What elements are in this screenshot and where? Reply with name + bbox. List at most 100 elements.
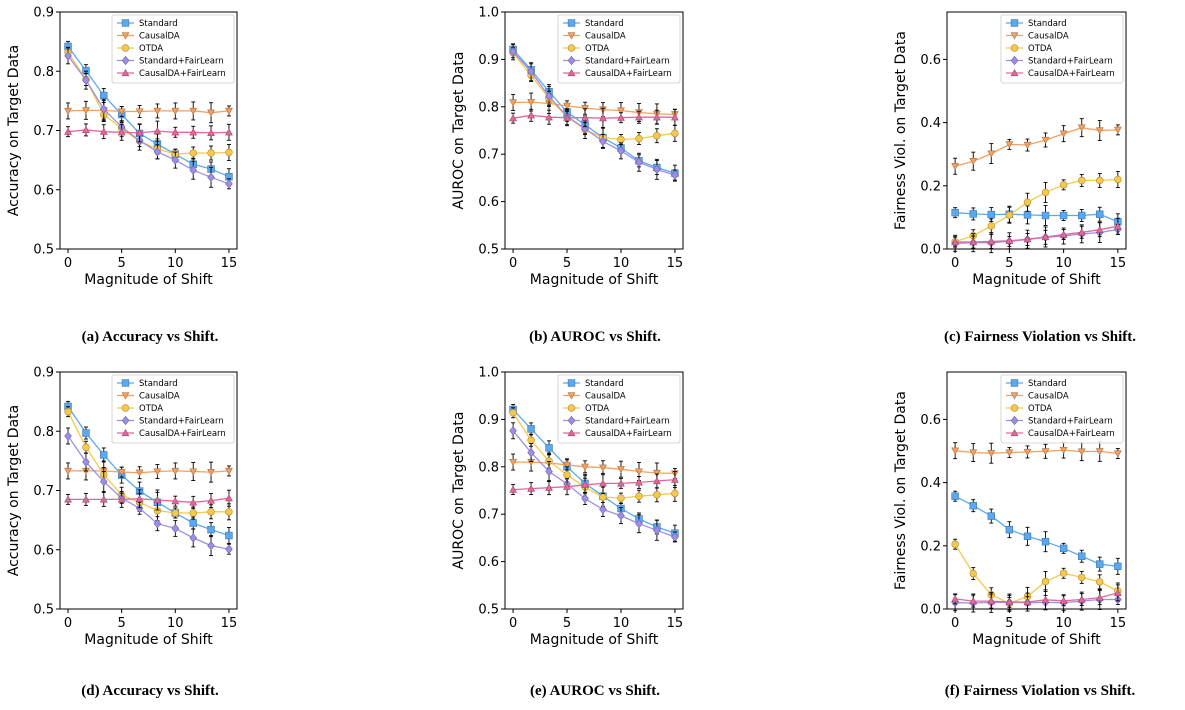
data-point	[189, 128, 198, 136]
legend-item-standard: Standard	[117, 19, 178, 29]
data-point	[635, 468, 643, 476]
data-point	[527, 67, 535, 77]
legend-item-causalda: CausalDA	[117, 32, 180, 42]
data-point	[99, 104, 108, 114]
y-tick-label: 0.9	[478, 413, 499, 428]
y-tick-label: 0.9	[33, 366, 54, 381]
legend-item-standard: Standard	[563, 379, 624, 389]
legend-marker	[567, 55, 576, 66]
legend-label: CausalDA+FairLearn	[139, 69, 226, 79]
y-tick-label: 0.6	[478, 555, 499, 570]
data-point	[135, 469, 144, 477]
data-point	[207, 149, 215, 157]
series-line	[67, 51, 230, 155]
legend-marker	[1010, 392, 1019, 400]
data-point	[1041, 577, 1050, 586]
data-point	[1005, 449, 1014, 457]
legend-marker	[567, 19, 576, 27]
legend-marker	[121, 428, 130, 437]
data-point	[1041, 188, 1050, 197]
data-point	[189, 533, 198, 543]
legend-item-causalda-fairlearn: CausalDA+FairLearn	[563, 428, 672, 439]
data-point	[969, 569, 977, 578]
legend-item-standard-fairlearn: Standard+FairLearn	[563, 415, 670, 427]
y-tick-label: 0.0	[920, 243, 941, 258]
x-tick-label: 10	[1055, 616, 1072, 631]
data-point	[951, 163, 960, 171]
data-point	[1023, 198, 1032, 206]
x-axis-label: Magnitude of Shift	[84, 272, 213, 288]
y-tick-label: 0.8	[478, 100, 499, 115]
data-point	[527, 111, 536, 119]
series-line	[513, 101, 675, 116]
panel-caption: (f) Fairness Violation vs Shift.	[945, 683, 1136, 699]
y-tick-label: 0.7	[478, 508, 499, 523]
data-point	[1077, 448, 1086, 456]
legend-label: OTDA	[139, 404, 163, 414]
y-tick-label: 0.8	[33, 65, 54, 80]
legend: Standard CausalDA OTDA Standard+FairLearn Ca…	[1000, 374, 1124, 444]
data-point	[527, 425, 535, 433]
data-point	[189, 519, 197, 527]
legend-label: OTDA	[139, 44, 163, 54]
chart-panel-c: 0.0 0.2 0.4 0.6 0 5 10 15 Magnitude of Shift Fair…	[893, 11, 1136, 345]
data-point	[599, 504, 607, 515]
series-line	[955, 212, 1119, 223]
legend-marker	[567, 379, 576, 387]
x-axis-label: Magnitude of Shift	[530, 272, 659, 288]
x-tick-label: 5	[1005, 616, 1013, 631]
data-point	[545, 444, 553, 452]
series-line	[513, 461, 675, 475]
data-point	[1023, 211, 1032, 219]
legend-item-standard: Standard	[1006, 19, 1067, 29]
y-tick-label: 0.8	[33, 425, 54, 440]
data-point	[225, 508, 233, 516]
legend-item-standard: Standard	[1006, 379, 1067, 389]
legend-item-standard: Standard	[563, 19, 624, 29]
data-point	[635, 519, 643, 529]
data-point	[581, 463, 589, 471]
series-line	[67, 46, 230, 178]
data-point	[153, 147, 162, 157]
data-point	[225, 148, 233, 157]
series-line	[512, 412, 675, 499]
legend-item-causalda-fairlearn: CausalDA+FairLearn	[563, 68, 672, 79]
data-point	[1077, 228, 1086, 236]
data-point	[617, 466, 625, 474]
legend: Standard CausalDA OTDA Standard+FairLearn Ca…	[557, 374, 681, 444]
data-point	[951, 594, 960, 602]
data-point	[969, 158, 978, 166]
data-point	[581, 113, 589, 121]
data-point	[64, 407, 72, 416]
data-point	[653, 525, 661, 535]
data-point	[969, 597, 978, 605]
data-point	[509, 99, 517, 107]
legend-marker	[1010, 68, 1019, 77]
data-point	[509, 485, 517, 493]
legend-marker	[1010, 404, 1019, 412]
series-causalda	[951, 440, 1122, 464]
data-point	[189, 107, 198, 115]
data-point	[987, 150, 996, 158]
data-point	[635, 492, 643, 500]
series-standard-fairlearn	[509, 422, 679, 543]
y-axis-label: AUROC on Target Data	[451, 52, 467, 210]
data-point	[1096, 210, 1104, 218]
data-point	[153, 495, 162, 504]
y-tick-label: 1.0	[478, 366, 499, 381]
y-tick-label: 0.6	[33, 183, 54, 198]
data-point	[987, 222, 995, 230]
data-point	[99, 127, 108, 135]
data-point	[153, 127, 162, 135]
data-point	[1078, 176, 1086, 185]
y-axis-label: AUROC on Target Data	[451, 412, 467, 570]
data-point	[153, 468, 162, 476]
data-point	[1041, 537, 1050, 546]
y-tick-label: 0.7	[33, 124, 54, 139]
series-line	[954, 543, 1119, 605]
legend-marker	[567, 415, 576, 426]
panel-caption: (e) AUROC vs Shift.	[530, 683, 660, 699]
legend-marker	[1010, 415, 1019, 426]
series-causalda	[64, 99, 233, 124]
legend-item-otda: OTDA	[563, 404, 609, 414]
